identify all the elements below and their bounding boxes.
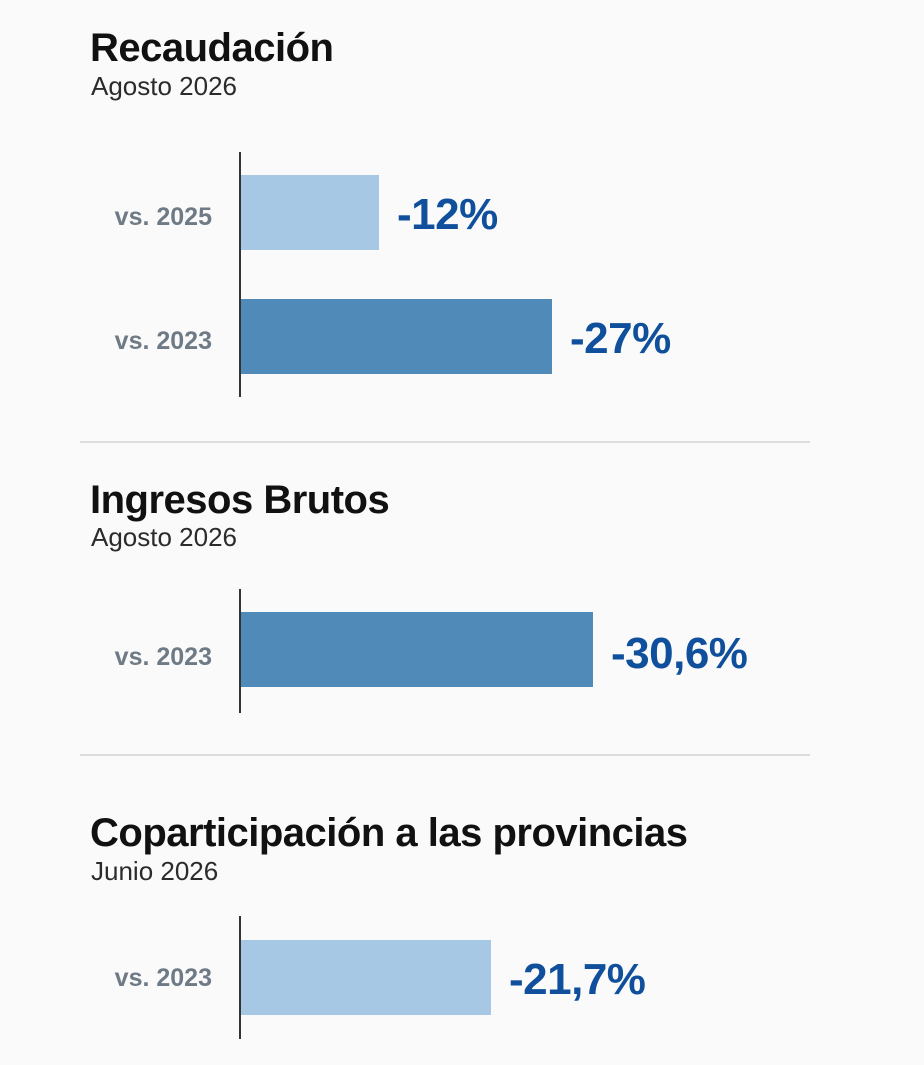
data-label: -12%: [397, 190, 498, 239]
chart-title: Ingresos Brutos: [90, 478, 390, 522]
bar: [241, 940, 491, 1015]
chart-title: Recaudación: [90, 26, 334, 70]
category-label: vs. 2023: [114, 964, 212, 992]
category-label: vs. 2023: [114, 643, 212, 671]
category-axis-line: [239, 152, 241, 397]
category-label: vs. 2023: [114, 327, 212, 355]
chart-panel-ingresos-brutos: Ingresos Brutos Agosto 2026 vs. 2023 -30…: [90, 478, 748, 713]
data-label: -21,7%: [509, 955, 646, 1004]
chart-subtitle: Junio 2026: [91, 856, 219, 886]
chart-subtitle: Agosto 2026: [91, 71, 238, 101]
data-label: -27%: [570, 314, 671, 363]
data-label: -30,6%: [611, 629, 748, 678]
bar: [241, 299, 552, 374]
section-divider: [80, 441, 810, 443]
chart-title: Coparticipación a las provincias: [90, 811, 688, 855]
bar: [241, 175, 379, 250]
bar: [241, 612, 593, 687]
chart-panel-recaudacion: Recaudación Agosto 2026 vs. 2025 -12% vs…: [0, 0, 924, 440]
chart-subtitle: Agosto 2026: [91, 522, 238, 552]
category-axis-line: [239, 589, 241, 713]
category-label: vs. 2025: [114, 203, 212, 231]
section-divider: [80, 754, 810, 756]
category-axis-line: [239, 916, 241, 1039]
